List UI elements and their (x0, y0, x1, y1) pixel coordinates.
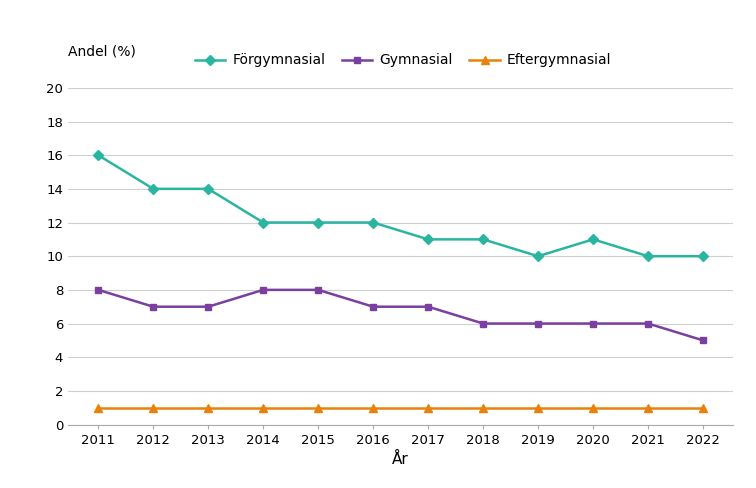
Gymnasial (699, 338, 708, 344)
Gymnasial (534, 321, 543, 326)
Eftergymnasial (423, 405, 432, 410)
Eftergymnasial (259, 405, 268, 410)
Legend: Förgymnasial, Gymnasial, Eftergymnasial: Förgymnasial, Gymnasial, Eftergymnasial (195, 53, 612, 67)
Eftergymnasial (314, 405, 323, 410)
Förgymnasial (314, 220, 323, 225)
Gymnasial (423, 304, 432, 310)
Förgymnasial (534, 253, 543, 259)
Gymnasial (314, 287, 323, 293)
Eftergymnasial (94, 405, 103, 410)
Förgymnasial (203, 186, 212, 192)
Gymnasial (369, 304, 378, 310)
Line: Förgymnasial: Förgymnasial (94, 152, 707, 260)
Eftergymnasial (534, 405, 543, 410)
Gymnasial (643, 321, 652, 326)
Line: Gymnasial: Gymnasial (94, 286, 707, 344)
Eftergymnasial (643, 405, 652, 410)
Gymnasial (203, 304, 212, 310)
Förgymnasial (479, 237, 488, 243)
Eftergymnasial (369, 405, 378, 410)
Förgymnasial (94, 152, 103, 158)
Eftergymnasial (203, 405, 212, 410)
Förgymnasial (699, 253, 708, 259)
Eftergymnasial (589, 405, 598, 410)
Gymnasial (259, 287, 268, 293)
Text: Andel (%): Andel (%) (68, 44, 136, 58)
Gymnasial (94, 287, 103, 293)
Gymnasial (479, 321, 488, 326)
Eftergymnasial (479, 405, 488, 410)
Förgymnasial (369, 220, 378, 225)
Förgymnasial (643, 253, 652, 259)
Gymnasial (149, 304, 158, 310)
Förgymnasial (149, 186, 158, 192)
Eftergymnasial (699, 405, 708, 410)
Eftergymnasial (149, 405, 158, 410)
Förgymnasial (259, 220, 268, 225)
Förgymnasial (423, 237, 432, 243)
Line: Eftergymnasial: Eftergymnasial (94, 404, 708, 412)
X-axis label: År: År (392, 452, 409, 467)
Gymnasial (589, 321, 598, 326)
Förgymnasial (589, 237, 598, 243)
